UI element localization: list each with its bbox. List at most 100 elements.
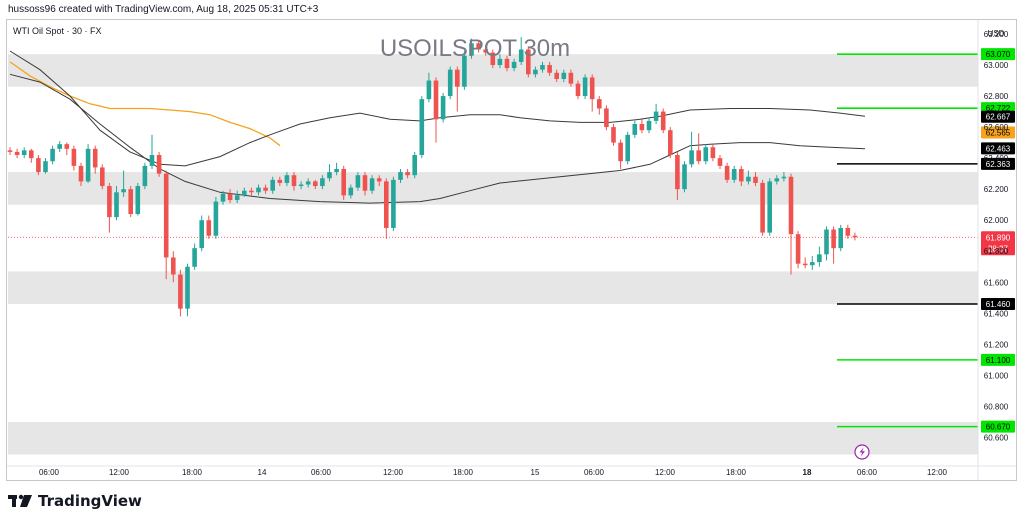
candle-body [78,165,84,182]
candle-body [540,65,545,70]
candle-body [320,178,325,187]
candle-body [462,55,467,87]
candle-body [696,150,701,162]
candle-body [781,176,787,179]
tradingview-logo[interactable]: TradingView [8,492,142,510]
price-axis: 63.200 63.000 62.800 62.600 62.400 62.200 62.0… [977,20,1009,480]
indicator-tag [981,110,1015,123]
candle-body [128,189,133,214]
indicator-lines [9,50,866,204]
candle-body [682,164,687,190]
candle-body [518,49,524,62]
candle-body [185,266,190,309]
y-tick-label: 61.600 [984,278,1009,287]
candle-body [178,274,183,309]
ema-long-line [9,61,281,147]
level-tag-label: 63.070 [986,50,1011,59]
candle-body [724,165,730,180]
candle-body [71,148,77,166]
candle-body [582,77,588,97]
y-tick-label: 62.600 [984,123,1009,132]
candle-body [533,69,538,75]
candle-body [497,58,503,66]
candle-body [710,147,716,159]
indicator-tag-label: 62.565 [986,129,1011,138]
candle-body [220,193,226,202]
chart-labels: WTI Oil Spot · 30 · FX USOILSPOT 30m USD [13,26,1005,62]
x-tick-label: 18 [803,468,812,477]
x-tick-label: 18:00 [726,468,747,477]
candle-body [7,150,13,152]
y-tick-label: 60.600 [984,433,1009,442]
candle-body [504,58,510,69]
candle-body [57,144,62,149]
candle-body [476,43,481,50]
y-tick-label: 61.800 [984,247,1009,256]
horizontal-levels: 63.070 62.722 62.363 61.460 61.100 60.670 62.6… [8,48,1015,433]
candle-body [64,144,70,149]
candle-body [490,52,496,66]
last-price-label: 61.890 [986,233,1011,242]
y-tick-label: 62.800 [984,92,1009,101]
y-tick-label: 62.400 [984,154,1009,163]
lightning-bolt [859,447,865,457]
candle-body [384,181,389,228]
candle-body [341,168,346,196]
candle-body [327,172,332,179]
indicator-tag-label: 62.463 [986,144,1011,153]
candle-body [256,187,261,193]
candle-body [455,69,460,87]
level-tag [981,48,1015,61]
x-tick-label: 06:00 [311,468,332,477]
candle-body [561,72,567,79]
chart-title: USOILSPOT 30m [380,35,570,62]
candle-body [206,220,212,236]
x-tick-label: 12:00 [655,468,676,477]
candle-body [291,175,297,187]
candle-body [163,173,169,258]
candle-body [227,193,233,201]
candle-body [298,184,304,187]
candle-body [810,262,815,266]
candle-body [107,186,112,218]
candle-body [611,127,616,143]
candle-body [242,190,247,196]
time-axis: 06:00 12:00 18:00 14 06:00 12:00 18:00 15 06:00 1… [7,465,1016,477]
y-tick-label: 62.200 [984,185,1009,194]
candle-body [114,192,119,218]
x-tick-label: 18:00 [453,468,474,477]
candle-body [746,176,751,182]
candle-body [845,227,851,236]
candle-body [526,49,531,75]
level-tag [981,420,1015,433]
candle-body [171,257,176,275]
candle-body [213,201,219,236]
candle-body [36,158,41,173]
x-tick-label: 12:00 [109,468,130,477]
candle-body [50,148,55,162]
x-tick-label: 12:00 [927,468,948,477]
candle-body [447,69,453,97]
candle-body [589,77,595,100]
candle-body [767,181,772,233]
x-tick-label: 12:00 [383,468,404,477]
candle-body [511,61,517,69]
y-tick-label: 61.000 [984,371,1009,380]
currency-label: USD [988,29,1005,38]
alert-button[interactable] [854,444,870,460]
chart-panel[interactable]: 63.070 62.722 62.363 61.460 61.100 60.670 62.6… [6,19,1017,481]
candle-body [405,172,410,176]
y-tick-label: 60.800 [984,402,1009,411]
candle-body [270,179,275,191]
zone-band [8,172,978,205]
candle-body [753,176,758,183]
candle-body [646,120,652,131]
candle-body [625,134,630,162]
candle-body [142,165,148,187]
candle-body [305,181,311,185]
candle-body [547,65,552,73]
candle-body [348,187,354,196]
candlestick-chart[interactable]: 63.070 62.722 62.363 61.460 61.100 60.670 62.6… [7,20,1016,480]
candle-body [376,178,382,182]
level-tag [981,298,1015,311]
